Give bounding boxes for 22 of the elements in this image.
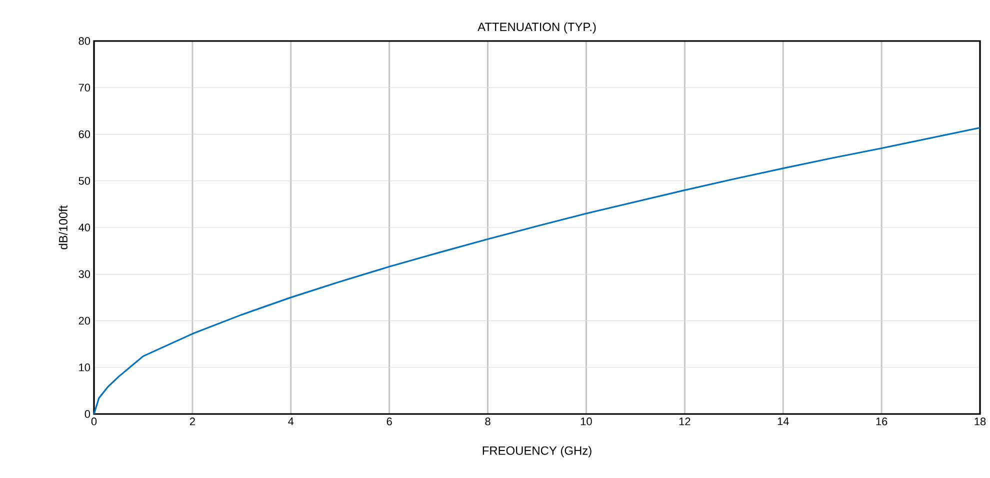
x-tick-label: 4 — [288, 418, 294, 426]
x-tick-label: 14 — [778, 418, 789, 426]
x-tick-label: 18 — [974, 418, 986, 426]
y-tick-label: 20 — [78, 316, 90, 325]
y-tick-label: 40 — [78, 224, 90, 232]
x-tick-label: 10 — [580, 418, 592, 426]
y-tick-label: 50 — [78, 177, 90, 185]
y-tick-label: 60 — [78, 130, 90, 138]
x-tick-label: 0 — [91, 418, 97, 426]
y-tick-label: 30 — [78, 270, 90, 278]
x-tick-label: 16 — [876, 418, 888, 426]
x-tick-label: 8 — [485, 418, 490, 426]
y-tick-label: 10 — [79, 364, 90, 372]
x-axis-title: FREOUENCY (GHz) — [482, 446, 592, 458]
x-tick-label: 12 — [679, 418, 690, 426]
y-tick-label: 80 — [78, 37, 90, 45]
y-tick-label: 0 — [84, 410, 90, 418]
chart-title: ATTENUATION (TYP.) — [478, 22, 596, 34]
y-tick-label: 70 — [78, 84, 90, 92]
x-tick-label: 2 — [190, 418, 195, 426]
y-axis-title: dB/100ft — [58, 205, 68, 250]
x-tick-label: 6 — [386, 418, 392, 426]
